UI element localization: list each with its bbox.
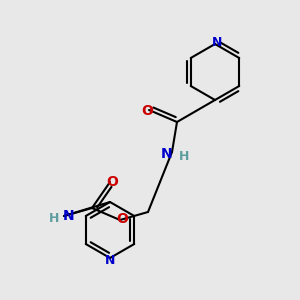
Text: H: H xyxy=(179,151,189,164)
Text: N: N xyxy=(212,37,222,50)
Text: N: N xyxy=(161,147,173,161)
Text: O: O xyxy=(141,104,153,118)
Text: N: N xyxy=(63,209,75,223)
Text: N: N xyxy=(105,254,115,268)
Text: H: H xyxy=(49,212,59,226)
Text: O: O xyxy=(116,212,128,226)
Text: O: O xyxy=(106,175,118,189)
